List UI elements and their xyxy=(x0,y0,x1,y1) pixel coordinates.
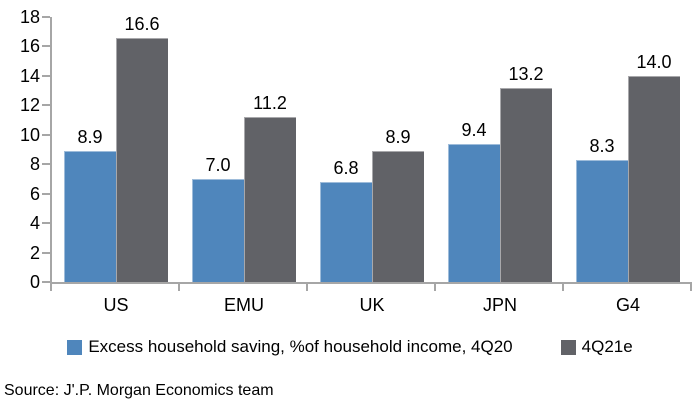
y-axis-label: 4 xyxy=(29,213,40,234)
y-axis-label: 10 xyxy=(19,124,40,145)
bar-4q20-us xyxy=(64,150,116,282)
bar-4q20-uk xyxy=(320,181,372,282)
legend-item-4q20: Excess household saving, %of household i… xyxy=(67,337,513,357)
legend: Excess household saving, %of household i… xyxy=(0,334,700,360)
legend-item-4q21e: 4Q21e xyxy=(560,337,633,357)
y-axis-label: 16 xyxy=(19,36,40,57)
data-label-4q20-jpn: 9.4 xyxy=(461,119,487,140)
y-axis-label: 6 xyxy=(29,183,40,204)
y-axis-label: 14 xyxy=(19,65,40,86)
bar-4q21e-jpn xyxy=(500,87,552,282)
data-label-4q21e-us: 16.6 xyxy=(124,13,160,34)
y-axis-tick xyxy=(42,222,50,225)
bar-4q20-emu xyxy=(192,178,244,282)
data-label-4q20-us: 8.9 xyxy=(77,126,103,147)
y-axis-label: 0 xyxy=(29,272,40,292)
bar-4q21e-us xyxy=(116,37,168,282)
y-axis-tick xyxy=(42,16,50,18)
y-axis-label: 12 xyxy=(19,95,40,116)
legend-swatch-icon xyxy=(560,339,576,355)
bar-4q20-jpn xyxy=(448,143,500,282)
x-axis-tick xyxy=(562,282,564,291)
data-label-4q21e-jpn: 13.2 xyxy=(508,63,544,84)
y-axis-tick xyxy=(42,192,50,195)
x-axis-category-g4: G4 xyxy=(615,295,641,315)
legend-label: Excess household saving, %of household i… xyxy=(88,337,513,356)
bar-4q21e-g4 xyxy=(628,75,680,282)
data-label-4q21e-uk: 8.9 xyxy=(385,126,411,147)
x-axis-category-us: US xyxy=(103,295,129,315)
y-axis-label: 2 xyxy=(29,242,40,263)
y-axis-tick xyxy=(42,74,50,77)
x-axis-category-jpn: JPN xyxy=(482,295,518,315)
y-axis-tick xyxy=(42,281,50,283)
data-label-4q20-emu: 7.0 xyxy=(205,154,231,175)
y-axis-tick xyxy=(42,163,50,166)
x-axis-category-emu: EMU xyxy=(224,295,264,315)
source-note: Source: J'.P. Morgan Economics team xyxy=(4,382,274,399)
x-axis-tick xyxy=(178,282,180,291)
y-axis-tick xyxy=(42,104,50,107)
data-label-4q21e-g4: 14.0 xyxy=(636,51,672,72)
bar-4q21e-emu xyxy=(244,117,296,282)
x-axis-labels: US EMU UK JPN G4 xyxy=(52,294,692,318)
y-axis-tick xyxy=(42,45,50,48)
bar-4q21e-uk xyxy=(372,150,424,282)
data-label-4q20-uk: 6.8 xyxy=(333,157,359,178)
data-label-4q20-g4: 8.3 xyxy=(589,135,615,156)
y-axis-tick xyxy=(42,251,50,254)
x-axis-tick xyxy=(306,282,308,291)
y-axis-tick xyxy=(42,133,50,136)
plot-area: 0 2 4 6 8 10 12 14 16 18 8.9 16.6 7.0 11.2 6.8 8.9 9.4 13… xyxy=(20,7,692,292)
x-axis-tick xyxy=(434,282,436,291)
x-axis-tick xyxy=(50,282,52,291)
x-axis-category-uk: UK xyxy=(359,295,385,315)
legend-swatch-icon xyxy=(67,339,83,355)
legend-label: 4Q21e xyxy=(581,337,633,356)
x-axis-tick xyxy=(690,282,692,291)
y-axis-label: 18 xyxy=(19,7,40,27)
y-axis-label: 8 xyxy=(29,154,40,175)
data-label-4q21e-emu: 11.2 xyxy=(253,93,287,114)
bar-4q20-g4 xyxy=(576,159,628,282)
